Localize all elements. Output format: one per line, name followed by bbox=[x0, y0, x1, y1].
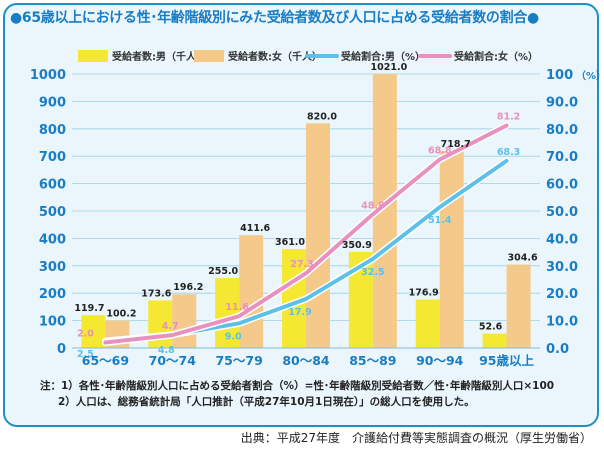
right-tick-label: 50.0 bbox=[546, 205, 578, 220]
legend-swatch bbox=[194, 50, 224, 62]
right-tick-label: 40.0 bbox=[546, 232, 578, 247]
left-tick-label: 900 bbox=[39, 95, 66, 110]
right-tick-label: 80.0 bbox=[546, 123, 578, 138]
category-label: 95歳以上 bbox=[479, 353, 534, 368]
bar-female-value-label: 1021.0 bbox=[371, 62, 408, 73]
note-1: 注：1）各性･年齢階級別人口に占める受給者割合（%）=性･年齢階級別受給者数／性… bbox=[40, 380, 555, 392]
left-tick-label: 100 bbox=[39, 315, 66, 330]
line-female-value-label: 81.2 bbox=[497, 112, 520, 123]
bar-male bbox=[482, 333, 507, 348]
line-male-value-label: 2.5 bbox=[77, 349, 94, 360]
bar-female-value-label: 304.6 bbox=[508, 253, 538, 264]
left-tick-label: 600 bbox=[39, 178, 66, 193]
bar-male-value-label: 350.9 bbox=[342, 240, 372, 251]
bar-male-value-label: 52.6 bbox=[479, 322, 503, 333]
bar-male-value-label: 255.0 bbox=[208, 266, 238, 277]
line-female-value-label: 27.3 bbox=[290, 259, 313, 270]
right-tick-label: 10.0 bbox=[546, 315, 578, 330]
left-tick-label: 200 bbox=[39, 287, 66, 302]
bar-female-value-label: 411.6 bbox=[240, 223, 270, 234]
right-tick-label: 90.0 bbox=[546, 95, 578, 110]
category-label: 85～89 bbox=[349, 353, 396, 368]
left-tick-label: 1000 bbox=[30, 68, 66, 83]
right-tick-label: 100 bbox=[546, 68, 573, 83]
right-tick-label: 60.0 bbox=[546, 178, 578, 193]
right-tick-label: 0.0 bbox=[546, 342, 569, 357]
bar-male-value-label: 173.6 bbox=[141, 288, 171, 299]
bar-female-value-label: 820.0 bbox=[307, 111, 337, 122]
bar-male bbox=[81, 315, 106, 348]
bar-female-value-label: 100.2 bbox=[106, 309, 136, 320]
line-female-value-label: 48.8 bbox=[361, 200, 385, 211]
bar-male-value-label: 119.7 bbox=[74, 303, 104, 314]
line-male-value-label: 17.9 bbox=[288, 307, 311, 318]
left-tick-label: 300 bbox=[39, 260, 66, 275]
line-male-value-label: 9.0 bbox=[225, 331, 242, 342]
line-female-value-label: 68.8 bbox=[428, 145, 452, 156]
legend-label: 受給割合:男（%） bbox=[341, 50, 425, 63]
left-tick-label: 500 bbox=[39, 205, 66, 220]
line-female-value-label: 4.7 bbox=[162, 321, 179, 332]
bar-male bbox=[415, 299, 440, 348]
bar-female bbox=[172, 294, 197, 348]
right-tick-label: 20.0 bbox=[546, 287, 578, 302]
left-tick-label: 400 bbox=[39, 232, 66, 247]
line-female-value-label: 2.0 bbox=[77, 329, 94, 340]
bar-female bbox=[506, 264, 531, 348]
bar-male-value-label: 176.9 bbox=[409, 288, 439, 299]
legend-label: 受給者数:女（千人） bbox=[228, 50, 322, 63]
line-female-value-label: 11.6 bbox=[225, 302, 249, 313]
right-tick-label: 70.0 bbox=[546, 150, 578, 165]
category-label: 65～69 bbox=[82, 353, 129, 368]
bar-female-value-label: 196.2 bbox=[173, 282, 203, 293]
legend-label: 受給者数:男（千人） bbox=[112, 50, 206, 63]
bar-female bbox=[439, 151, 464, 348]
category-label: 70～74 bbox=[149, 353, 197, 368]
line-male-value-label: 51.4 bbox=[428, 215, 452, 226]
left-tick-label: 0 bbox=[57, 342, 66, 357]
line-male-value-label: 4.8 bbox=[158, 345, 175, 356]
left-tick-label: 800 bbox=[39, 123, 66, 138]
line-male-value-label: 32.5 bbox=[361, 267, 384, 278]
chart-title: ●65歳以上における性･年齢階級別にみた受給者数及び人口に占める受給者数の割合● bbox=[10, 10, 539, 26]
right-tick-label: 30.0 bbox=[546, 260, 578, 275]
category-label: 80～84 bbox=[282, 353, 330, 368]
bar-female bbox=[239, 235, 264, 348]
bar-male-value-label: 361.0 bbox=[275, 237, 305, 248]
legend-label: 受給割合:女（%） bbox=[454, 50, 538, 63]
bar-male bbox=[215, 278, 240, 348]
left-tick-label: 700 bbox=[39, 150, 66, 165]
chart-notes: 注：1）各性･年齢階級別人口に占める受給者割合（%）=性･年齢階級別受給者数／性… bbox=[40, 378, 554, 410]
line-female bbox=[103, 123, 509, 345]
bar-female-value-label: 718.7 bbox=[441, 139, 471, 150]
note-2: 2）人口は、総務省統計局「人口推計（平成27年10月1日現在）」の総人口を使用し… bbox=[58, 396, 475, 408]
source-credit: 出典：平成27年度 介護給付費等実態調査の概況（厚生労働省） bbox=[240, 431, 592, 445]
right-axis-unit: （%） bbox=[576, 69, 604, 82]
line-male-value-label: 68.3 bbox=[497, 147, 520, 158]
legend-swatch bbox=[78, 50, 108, 62]
bar-female bbox=[306, 123, 330, 348]
category-label: 75～79 bbox=[215, 353, 262, 368]
category-label: 90～94 bbox=[416, 353, 464, 368]
